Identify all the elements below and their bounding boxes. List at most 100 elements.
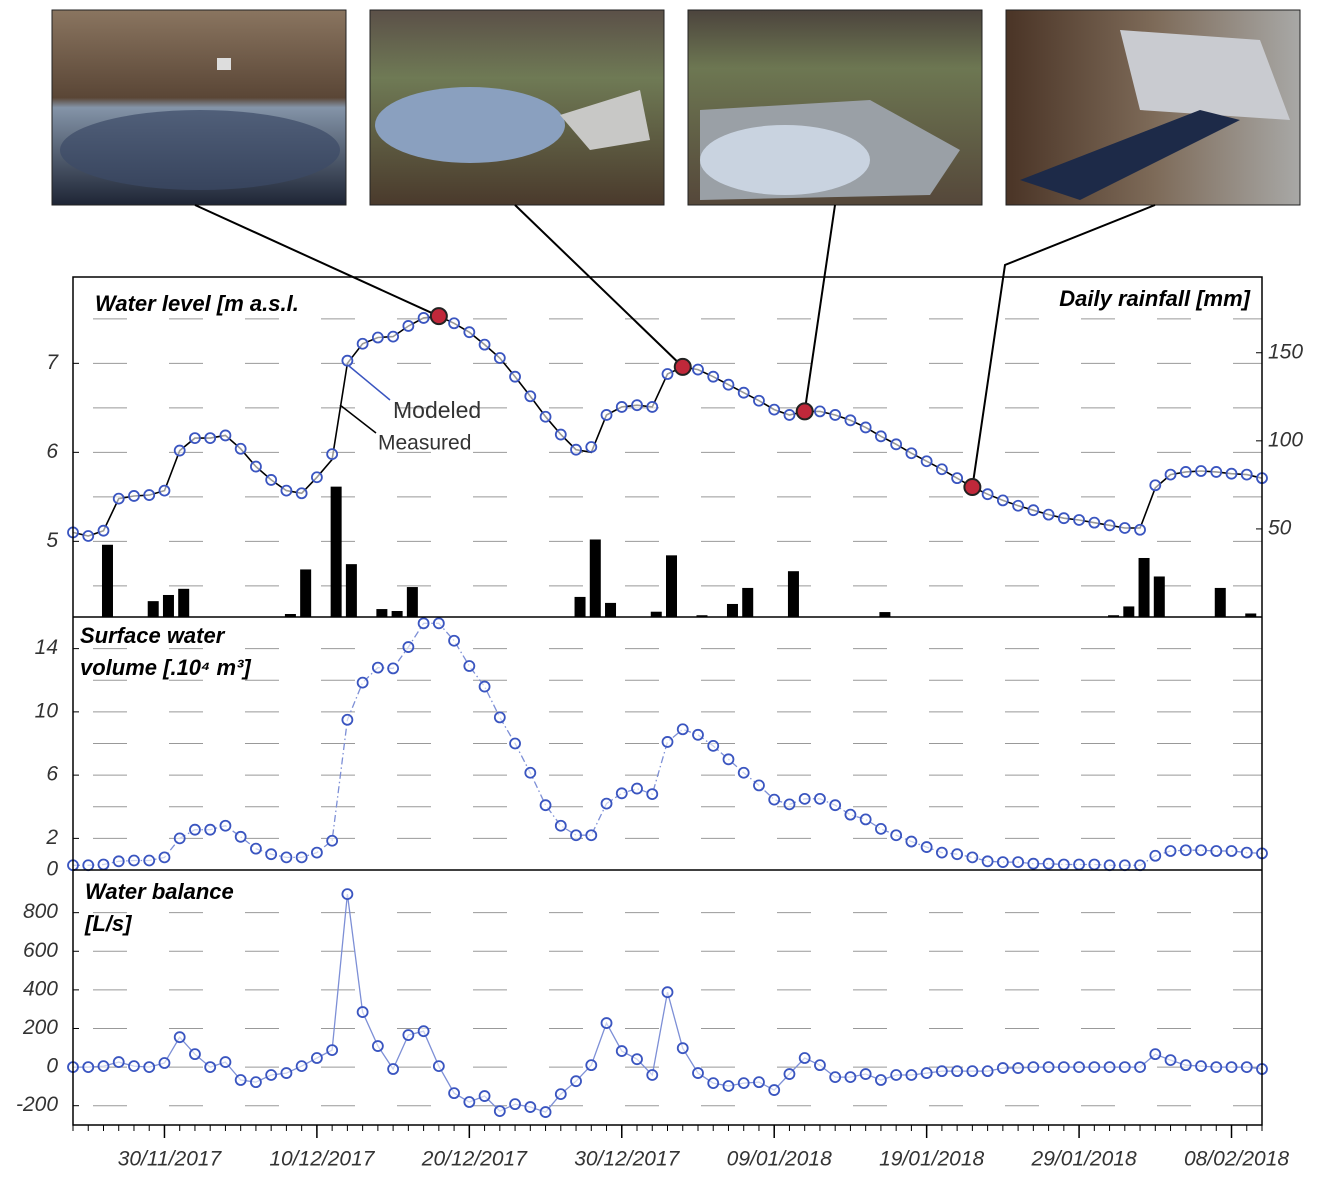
data-point	[693, 365, 703, 375]
data-point	[1196, 466, 1206, 476]
x-tick-label: 29/01/2018	[1031, 1148, 1137, 1171]
data-point	[1059, 1062, 1069, 1072]
panel-title: Water level [m a.s.l.	[95, 291, 299, 316]
rain-bar	[666, 555, 677, 617]
rain-bar	[727, 604, 738, 617]
data-point	[1211, 1062, 1221, 1072]
data-point	[1227, 469, 1237, 479]
x-tick-label: 19/01/2018	[879, 1148, 984, 1171]
figure: 56750100150Daily rainfall [mm]Water leve…	[0, 0, 1320, 1175]
data-point	[632, 1054, 642, 1064]
data-point	[1150, 851, 1160, 861]
data-point	[830, 1072, 840, 1082]
data-point	[419, 313, 429, 323]
panel-title: Water balance	[85, 879, 234, 904]
data-point	[251, 462, 261, 472]
data-point	[983, 489, 993, 499]
data-point	[784, 410, 794, 420]
data-point	[1044, 1062, 1054, 1072]
rain-bar	[575, 597, 586, 617]
data-point	[663, 737, 673, 747]
data-point	[632, 400, 642, 410]
data-point	[1150, 1049, 1160, 1059]
data-point	[556, 430, 566, 440]
y2-tick-label: 100	[1268, 428, 1303, 451]
data-point	[495, 1106, 505, 1116]
rain-bar	[163, 595, 174, 617]
data-point	[358, 339, 368, 349]
series-line	[73, 316, 1262, 536]
rain-bar	[590, 539, 601, 617]
data-point	[1074, 859, 1084, 869]
data-point	[1105, 860, 1115, 870]
data-point	[1211, 846, 1221, 856]
data-point	[906, 837, 916, 847]
data-point	[983, 856, 993, 866]
data-point	[723, 1081, 733, 1091]
data-point	[1227, 1062, 1237, 1072]
data-point	[922, 1068, 932, 1078]
data-point	[922, 842, 932, 852]
data-point	[1120, 860, 1130, 870]
data-point	[281, 486, 291, 496]
y-tick-label: 2	[45, 826, 58, 849]
y-tick-label: 14	[35, 636, 58, 659]
x-tick-label: 08/02/2018	[1184, 1148, 1289, 1171]
data-point	[403, 321, 413, 331]
data-point	[449, 1088, 459, 1098]
data-point	[220, 430, 230, 440]
data-point	[1181, 467, 1191, 477]
data-point	[144, 856, 154, 866]
data-point	[754, 780, 764, 790]
data-point	[312, 848, 322, 858]
y-tick-label: 10	[35, 699, 59, 722]
rain-bar	[1215, 588, 1226, 617]
data-point	[586, 1060, 596, 1070]
data-point	[998, 857, 1008, 867]
data-point	[1196, 845, 1206, 855]
data-point	[1120, 523, 1130, 533]
data-point	[525, 391, 535, 401]
highlight-point	[797, 403, 813, 419]
annotation: Measured	[378, 432, 471, 455]
data-point	[876, 431, 886, 441]
rain-bar	[178, 589, 189, 617]
y-tick-label: 0	[46, 858, 58, 881]
data-point	[891, 439, 901, 449]
data-point	[845, 810, 855, 820]
data-point	[1135, 525, 1145, 535]
data-point	[1181, 845, 1191, 855]
data-point	[754, 396, 764, 406]
data-point	[556, 1089, 566, 1099]
data-point	[98, 859, 108, 869]
data-point	[1120, 1062, 1130, 1072]
rain-bar	[1154, 576, 1165, 617]
panel-title: volume [.10⁴ m³]	[80, 655, 251, 680]
data-point	[449, 318, 459, 328]
data-point	[708, 1078, 718, 1088]
data-point	[647, 1070, 657, 1080]
data-point	[723, 380, 733, 390]
data-point	[1013, 857, 1023, 867]
data-point	[175, 1032, 185, 1042]
data-point	[373, 1041, 383, 1051]
data-point	[1059, 859, 1069, 869]
data-point	[327, 449, 337, 459]
data-point	[159, 852, 169, 862]
rain-bar	[148, 601, 159, 617]
data-point	[1211, 467, 1221, 477]
photo	[370, 10, 664, 205]
annotation: Modeled	[393, 397, 481, 423]
data-point	[388, 663, 398, 673]
data-point	[480, 1091, 490, 1101]
data-point	[739, 768, 749, 778]
rain-bar	[346, 564, 357, 617]
rain-bar	[392, 611, 403, 617]
data-point	[525, 1102, 535, 1112]
data-point	[769, 405, 779, 415]
data-point	[617, 402, 627, 412]
data-point	[541, 800, 551, 810]
data-point	[251, 844, 261, 854]
y-tick-label: 5	[46, 529, 58, 552]
photo	[688, 10, 982, 205]
